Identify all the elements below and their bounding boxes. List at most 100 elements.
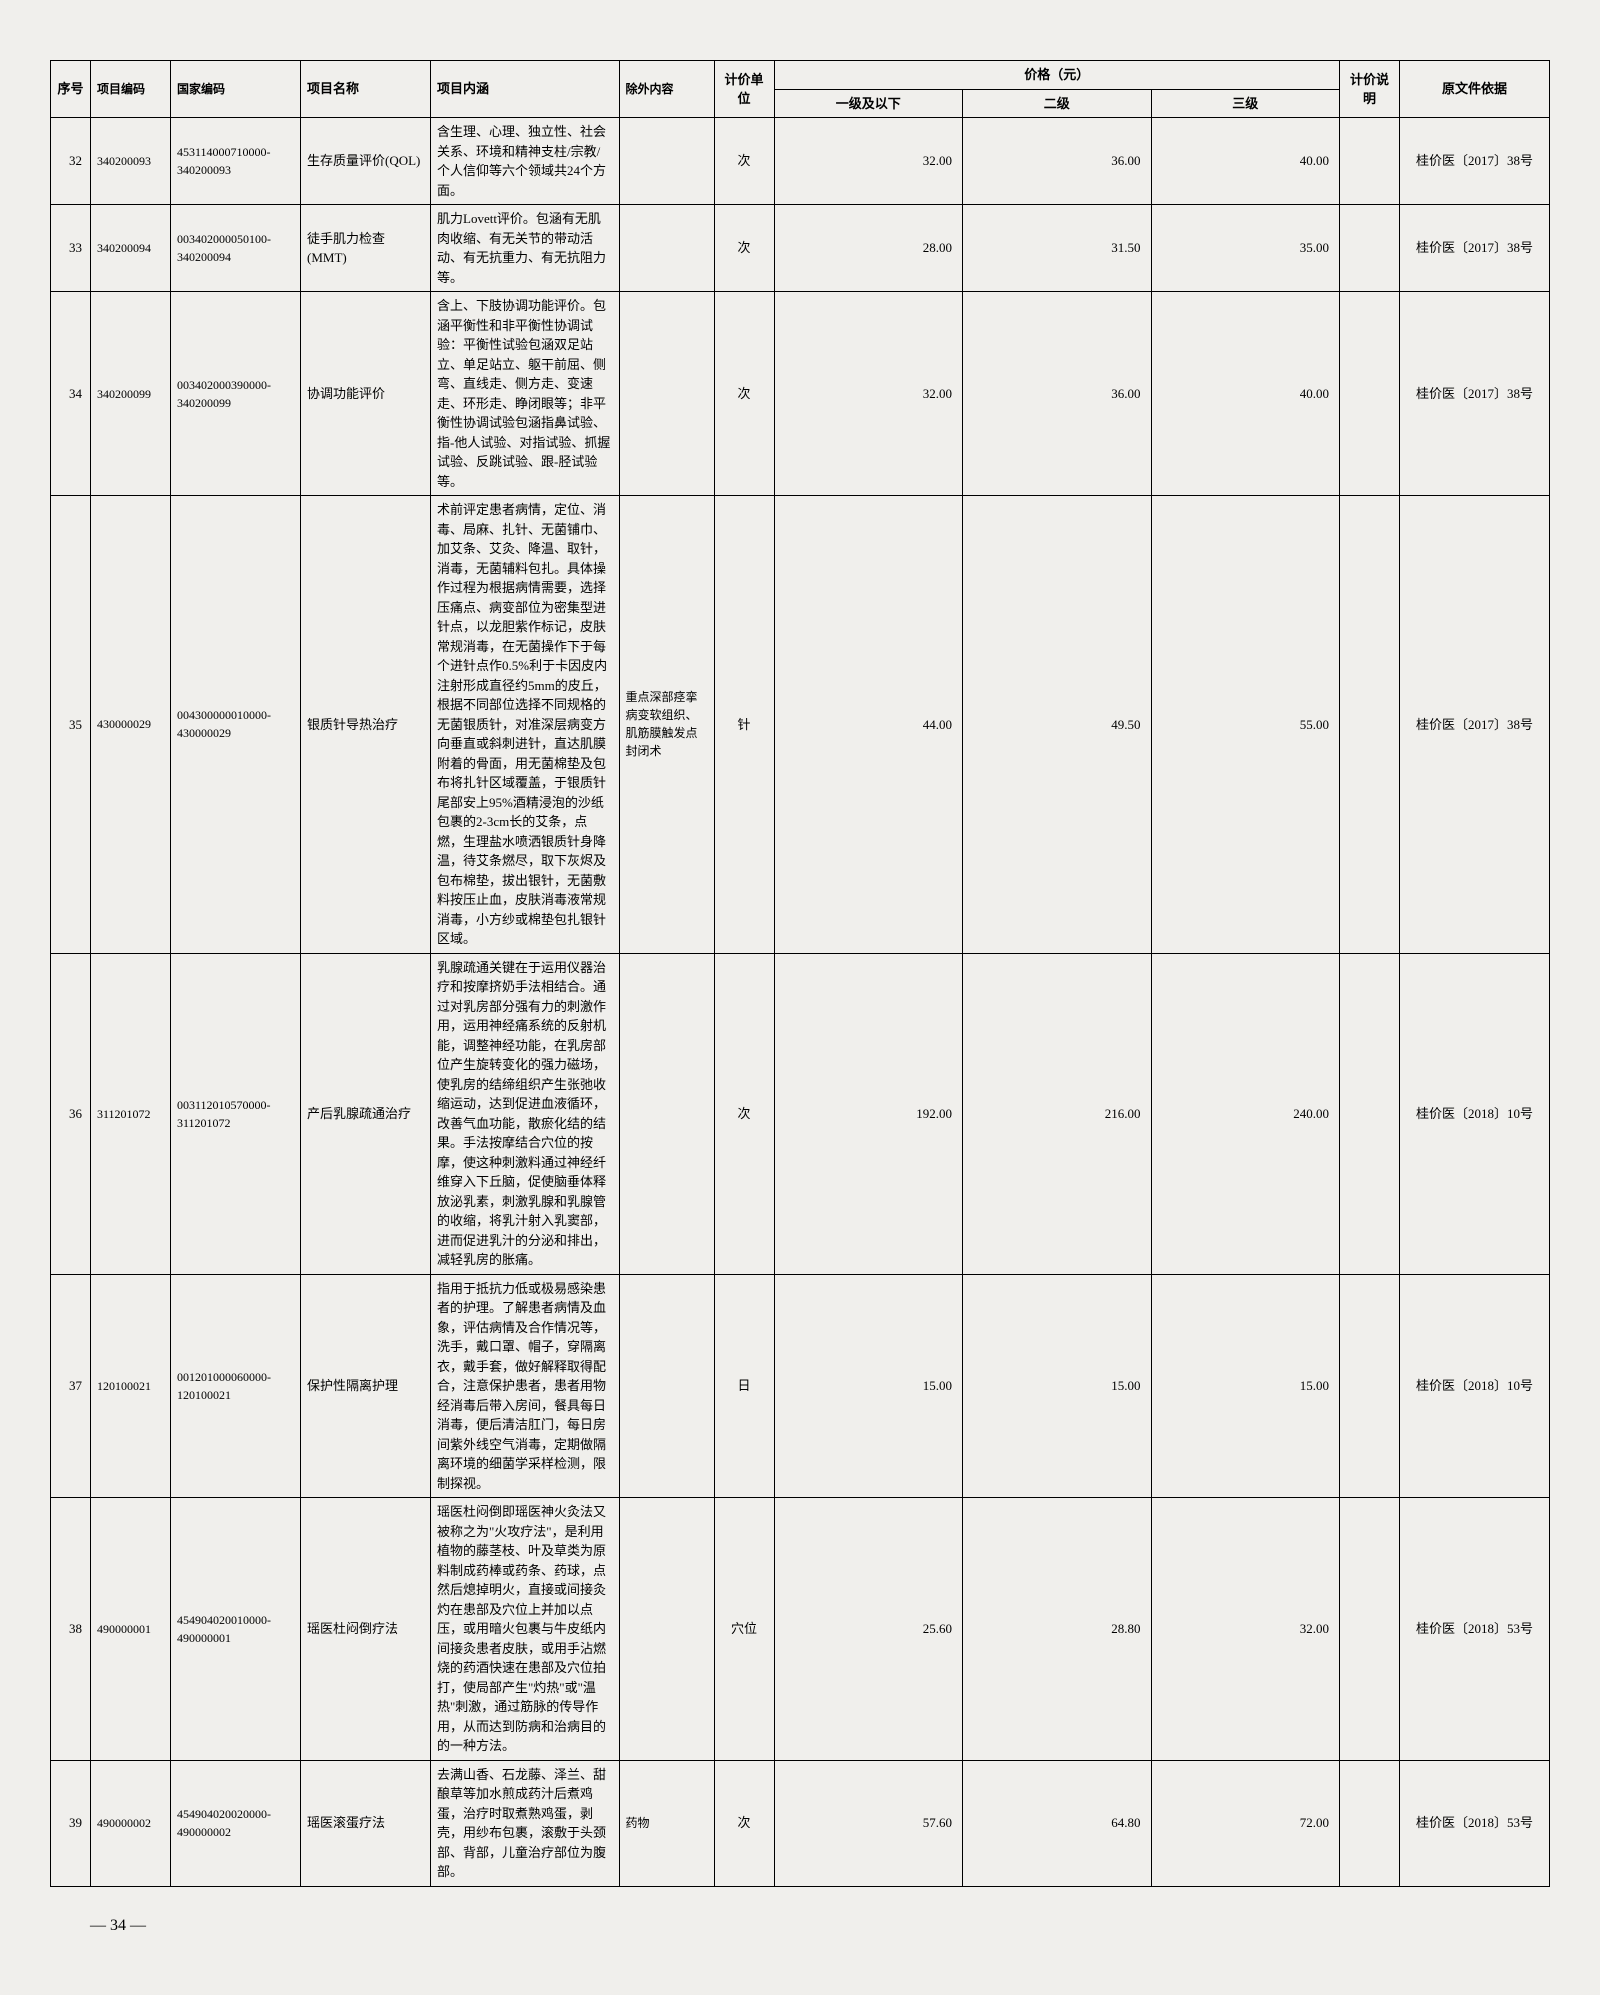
cell-excl [619,292,714,496]
cell-unit: 次 [714,1760,774,1886]
cell-ncode: 454904020010000-490000001 [171,1498,301,1761]
cell-excl [619,953,714,1274]
cell-ncode: 004300000010000-430000029 [171,496,301,954]
header-desc: 项目内涵 [431,61,620,118]
cell-name: 协调功能评价 [301,292,431,496]
cell-unit: 针 [714,496,774,954]
cell-src: 桂价医〔2017〕38号 [1400,118,1550,205]
cell-code: 490000001 [91,1498,171,1761]
cell-ncode: 003402000050100-340200094 [171,205,301,292]
cell-p1: 28.00 [774,205,963,292]
cell-seq: 39 [51,1760,91,1886]
table-row: 39490000002454904020020000-490000002瑶医滚蛋… [51,1760,1550,1886]
cell-p1: 25.60 [774,1498,963,1761]
cell-ncode: 003112010570000-311201072 [171,953,301,1274]
cell-src: 桂价医〔2017〕38号 [1400,205,1550,292]
cell-p3: 40.00 [1151,292,1340,496]
cell-seq: 36 [51,953,91,1274]
cell-name: 瑶医滚蛋疗法 [301,1760,431,1886]
table-row: 37120100021001201000060000-120100021保护性隔… [51,1274,1550,1498]
cell-p2: 36.00 [963,292,1152,496]
cell-p2: 36.00 [963,118,1152,205]
pricing-table: 序号 项目编码 国家编码 项目名称 项目内涵 除外内容 计价单位 价格（元） 计… [50,60,1550,1887]
cell-code: 311201072 [91,953,171,1274]
header-ncode: 国家编码 [171,61,301,118]
cell-name: 保护性隔离护理 [301,1274,431,1498]
cell-note [1340,1498,1400,1761]
cell-p1: 57.60 [774,1760,963,1886]
header-code: 项目编码 [91,61,171,118]
cell-desc: 指用于抵抗力低或极易感染患者的护理。了解患者病情及血象，评估病情及合作情况等，洗… [431,1274,620,1498]
cell-excl [619,205,714,292]
cell-code: 120100021 [91,1274,171,1498]
cell-p1: 32.00 [774,292,963,496]
cell-excl [619,1274,714,1498]
cell-note [1340,118,1400,205]
cell-ncode: 003402000390000-340200099 [171,292,301,496]
cell-p3: 40.00 [1151,118,1340,205]
cell-desc: 含生理、心理、独立性、社会关系、环境和精神支柱/宗教/个人信仰等六个领域共24个… [431,118,620,205]
cell-unit: 日 [714,1274,774,1498]
header-src: 原文件依据 [1400,61,1550,118]
header-price1: 一级及以下 [774,89,963,118]
cell-excl: 药物 [619,1760,714,1886]
cell-name: 徒手肌力检查(MMT) [301,205,431,292]
cell-p2: 28.80 [963,1498,1152,1761]
cell-name: 产后乳腺疏通治疗 [301,953,431,1274]
cell-p3: 240.00 [1151,953,1340,1274]
cell-p1: 44.00 [774,496,963,954]
cell-p2: 31.50 [963,205,1152,292]
cell-code: 340200099 [91,292,171,496]
cell-code: 340200094 [91,205,171,292]
table-row: 38490000001454904020010000-490000001瑶医杜闷… [51,1498,1550,1761]
table-row: 34340200099003402000390000-340200099协调功能… [51,292,1550,496]
cell-p3: 72.00 [1151,1760,1340,1886]
cell-src: 桂价医〔2018〕53号 [1400,1760,1550,1886]
cell-seq: 37 [51,1274,91,1498]
table-row: 33340200094003402000050100-340200094徒手肌力… [51,205,1550,292]
cell-p3: 15.00 [1151,1274,1340,1498]
cell-p2: 216.00 [963,953,1152,1274]
table-row: 35430000029004300000010000-430000029银质针导… [51,496,1550,954]
table-row: 32340200093453114000710000-340200093生存质量… [51,118,1550,205]
cell-unit: 次 [714,118,774,205]
cell-ncode: 454904020020000-490000002 [171,1760,301,1886]
cell-ncode: 453114000710000-340200093 [171,118,301,205]
cell-src: 桂价医〔2018〕53号 [1400,1498,1550,1761]
cell-p2: 15.00 [963,1274,1152,1498]
header-name: 项目名称 [301,61,431,118]
cell-unit: 次 [714,205,774,292]
page-number: — 34 — [50,1917,1550,1935]
cell-unit: 穴位 [714,1498,774,1761]
cell-code: 430000029 [91,496,171,954]
header-price3: 三级 [1151,89,1340,118]
cell-desc: 肌力Lovett评价。包涵有无肌肉收缩、有无关节的带动活动、有无抗重力、有无抗阻… [431,205,620,292]
cell-unit: 次 [714,953,774,1274]
cell-note [1340,496,1400,954]
cell-note [1340,1760,1400,1886]
cell-p3: 32.00 [1151,1498,1340,1761]
cell-code: 340200093 [91,118,171,205]
cell-note [1340,292,1400,496]
header-note: 计价说明 [1340,61,1400,118]
header-price2: 二级 [963,89,1152,118]
cell-p1: 32.00 [774,118,963,205]
cell-p3: 55.00 [1151,496,1340,954]
cell-seq: 32 [51,118,91,205]
cell-src: 桂价医〔2017〕38号 [1400,496,1550,954]
cell-seq: 35 [51,496,91,954]
cell-src: 桂价医〔2018〕10号 [1400,1274,1550,1498]
cell-src: 桂价医〔2017〕38号 [1400,292,1550,496]
table-row: 36311201072003112010570000-311201072产后乳腺… [51,953,1550,1274]
cell-excl [619,118,714,205]
header-unit: 计价单位 [714,61,774,118]
cell-desc: 瑶医杜闷倒即瑶医神火灸法又被称之为"火攻疗法"，是利用植物的藤茎枝、叶及草类为原… [431,1498,620,1761]
cell-ncode: 001201000060000-120100021 [171,1274,301,1498]
cell-excl: 重点深部痉挛病变软组织、肌筋膜触发点封闭术 [619,496,714,954]
cell-seq: 33 [51,205,91,292]
header-price-group: 价格（元） [774,61,1340,90]
cell-note [1340,1274,1400,1498]
cell-excl [619,1498,714,1761]
cell-name: 银质针导热治疗 [301,496,431,954]
cell-note [1340,953,1400,1274]
